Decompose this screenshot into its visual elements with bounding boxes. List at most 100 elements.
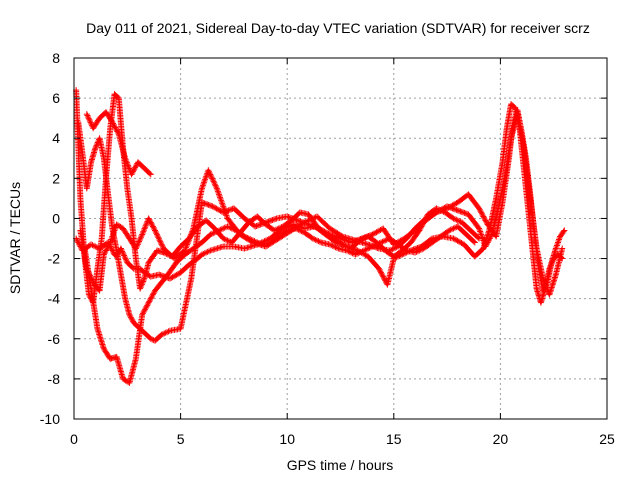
data-point: [328, 234, 335, 241]
data-point: [250, 237, 257, 244]
data-point: [106, 240, 113, 247]
data-point: [115, 129, 122, 136]
data-point: [294, 217, 301, 224]
data-point: [445, 203, 452, 210]
data-point: [345, 248, 352, 255]
data-point: [110, 121, 117, 128]
data-point: [93, 142, 100, 149]
data-point: [220, 225, 227, 232]
data-point: [201, 200, 208, 207]
data-point: [375, 240, 382, 247]
data-point: [333, 244, 340, 251]
data-point: [148, 294, 155, 301]
data-point: [349, 250, 356, 257]
data-point: [142, 222, 149, 229]
data-point: [230, 226, 237, 233]
data-point: [349, 239, 356, 246]
data-point: [447, 226, 454, 233]
data-point: [146, 216, 153, 223]
data-point: [198, 199, 205, 206]
y-tick-label: -8: [48, 371, 61, 387]
data-point: [326, 241, 333, 248]
data-point: [102, 248, 109, 255]
data-point: [142, 306, 149, 313]
data-point: [325, 232, 332, 239]
data-point: [389, 246, 396, 253]
data-point: [352, 251, 359, 258]
x-axis-label: GPS time / hours: [287, 457, 394, 473]
data-point: [453, 206, 460, 213]
data-point: [422, 215, 429, 222]
data-point: [211, 179, 218, 186]
data-point: [86, 118, 93, 125]
data-point: [156, 271, 163, 278]
data-point: [331, 243, 338, 250]
data-point: [448, 204, 455, 211]
data-point: [201, 177, 208, 184]
x-tick-label: 10: [279, 431, 295, 447]
data-point: [482, 243, 489, 250]
data-point: [369, 243, 376, 250]
data-point: [553, 244, 560, 251]
data-point: [381, 276, 388, 283]
data-point: [112, 125, 119, 132]
data-point: [370, 242, 377, 249]
data-point: [136, 238, 143, 245]
data-point: [154, 233, 161, 240]
data-point: [209, 177, 216, 184]
data-point: [130, 167, 137, 174]
data-point: [480, 213, 487, 220]
data-point: [253, 222, 260, 229]
data-point: [475, 234, 482, 241]
data-point: [483, 242, 490, 249]
data-point: [129, 317, 136, 324]
data-point: [218, 197, 225, 204]
data-point: [125, 164, 132, 171]
data-point: [131, 165, 138, 172]
data-point: [123, 256, 130, 263]
data-point: [378, 269, 385, 276]
data-point: [105, 242, 112, 249]
data-point: [344, 238, 351, 245]
data-point: [305, 221, 312, 228]
data-point: [88, 241, 95, 248]
data-point: [125, 162, 132, 169]
data-point: [208, 202, 215, 209]
data-point: [146, 170, 153, 177]
data-point: [478, 209, 485, 216]
data-point: [207, 231, 214, 238]
data-point: [266, 217, 273, 224]
data-point: [89, 242, 96, 249]
data-point: [483, 240, 490, 247]
grid: [74, 58, 607, 419]
data-point: [122, 155, 129, 162]
data-point: [104, 244, 111, 251]
data-point: [219, 200, 226, 207]
data-point: [149, 291, 156, 298]
data-point: [139, 230, 146, 237]
data-point: [476, 206, 483, 213]
data-point: [202, 176, 209, 183]
data-point: [147, 335, 154, 342]
data-point: [150, 224, 157, 231]
data-point: [479, 212, 486, 219]
data-point: [137, 234, 144, 241]
data-point: [147, 171, 154, 178]
data-point: [119, 249, 126, 256]
data-point: [471, 239, 478, 246]
data-point: [200, 180, 207, 187]
data-point: [145, 215, 152, 222]
data-point: [457, 208, 464, 215]
data-point: [119, 248, 126, 255]
data-point: [138, 281, 145, 288]
data-point: [223, 236, 230, 243]
data-point: [149, 223, 156, 230]
data-point: [143, 303, 150, 310]
data-point: [433, 205, 440, 212]
data-point: [456, 207, 463, 214]
data-point: [114, 128, 121, 135]
data-point: [437, 207, 444, 214]
data-point: [84, 112, 91, 119]
data-point: [346, 248, 353, 255]
